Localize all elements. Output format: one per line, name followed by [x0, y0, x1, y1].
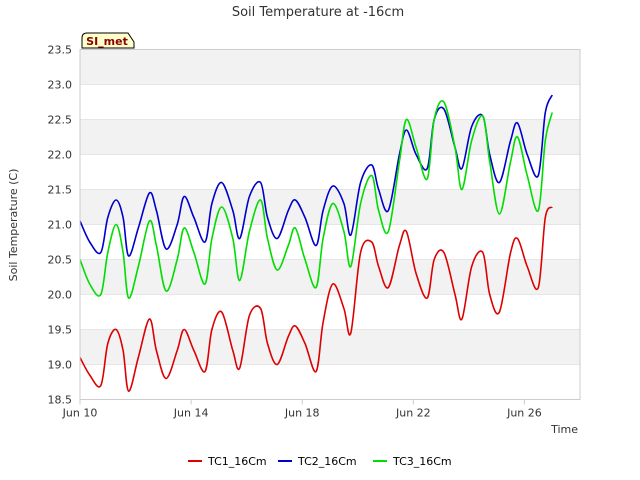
- y-tick-label: 19.5: [48, 324, 73, 337]
- legend-label: TC2_16Cm: [297, 455, 357, 468]
- series-line-tc2-16cm: [79, 94, 553, 257]
- background-band: [80, 84, 580, 120]
- background-band: [80, 154, 580, 190]
- x-tick-label: Jun 22: [395, 407, 431, 420]
- y-tick-label: 18.5: [48, 394, 73, 407]
- series-line-tc3-16cm: [79, 100, 553, 299]
- x-tick-label: Jun 26: [506, 407, 542, 420]
- y-tick-label: 21.5: [48, 184, 73, 197]
- background-band: [80, 49, 580, 85]
- station-badge: SI_met: [81, 32, 135, 49]
- legend-item-tc3-16cm: TC3_16Cm: [373, 455, 452, 468]
- legend-item-tc2-16cm: TC2_16Cm: [278, 455, 357, 468]
- background-band: [80, 364, 580, 400]
- background-band: [80, 119, 580, 155]
- y-tick-labels: 18.5 19.0 19.5 20.0 20.5 21.0 21.5 22.0 22.5 23.0…: [48, 44, 73, 407]
- x-axis-label: Time: [550, 423, 578, 436]
- background-band: [80, 329, 580, 365]
- y-tick-label: 23.0: [48, 79, 73, 92]
- plot-frame: [79, 49, 581, 400]
- legend-label: TC1_16Cm: [207, 455, 267, 468]
- station-badge-label: SI_met: [86, 35, 128, 48]
- x-tick-label: Jun 18: [284, 407, 320, 420]
- y-tick-label: 19.0: [48, 359, 73, 372]
- x-tick-labels: Jun 10 Jun 14 Jun 18 Jun 22 Jun 26: [62, 399, 542, 420]
- background-band: [80, 294, 580, 330]
- y-tick-label: 20.5: [48, 254, 73, 267]
- legend-label: TC3_16Cm: [392, 455, 452, 468]
- legend: TC1_16Cm TC2_16Cm TC3_16Cm: [188, 455, 452, 468]
- y-tick-label: 22.5: [48, 114, 73, 127]
- y-tick-label: 21.0: [48, 219, 73, 232]
- chart-title: Soil Temperature at -16cm: [232, 5, 404, 20]
- x-tick-label: Jun 10: [62, 407, 98, 420]
- data-series: [79, 94, 553, 392]
- legend-item-tc1-16cm: TC1_16Cm: [188, 455, 267, 468]
- y-tick-label: 23.5: [48, 44, 73, 57]
- y-tick-label: 20.0: [48, 289, 73, 302]
- x-tick-label: Jun 14: [173, 407, 209, 420]
- series-line-tc1-16cm: [79, 206, 553, 392]
- y-tick-label: 22.0: [48, 149, 73, 162]
- y-axis-label: Soil Temperature (C): [7, 169, 20, 282]
